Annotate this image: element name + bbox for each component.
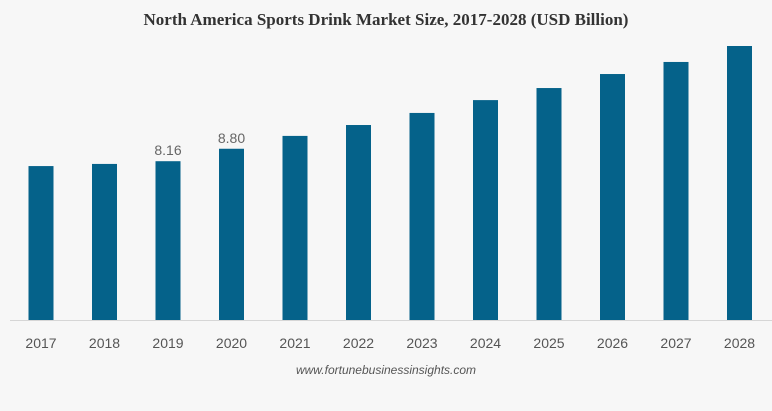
bar-2019 <box>155 161 181 320</box>
bar-2025 <box>536 88 562 320</box>
bar-2027 <box>663 61 689 321</box>
bar-2026 <box>600 74 625 320</box>
bar-2022 <box>346 125 371 320</box>
x-tick-label: 2017 <box>25 335 56 351</box>
x-tick-label: 2022 <box>343 335 374 351</box>
data-label: 8.16 <box>154 142 181 158</box>
bar-2018 <box>92 163 117 320</box>
x-tick-label: 2019 <box>152 335 183 351</box>
x-tick-label: 2021 <box>279 335 310 351</box>
data-label: 8.80 <box>218 130 245 146</box>
x-tick-label: 2023 <box>406 335 437 351</box>
x-tick-label: 2018 <box>89 335 120 351</box>
bar-2028 <box>727 46 752 320</box>
bar-2017 <box>28 166 54 320</box>
x-tick-label: 2025 <box>533 335 564 351</box>
bar-2020 <box>219 148 244 320</box>
x-tick-label: 2027 <box>660 335 691 351</box>
x-tick-label: 2020 <box>216 335 247 351</box>
x-tick-label: 2028 <box>724 335 755 351</box>
chart-title: North America Sports Drink Market Size, … <box>143 10 629 29</box>
bar-2024 <box>473 100 498 321</box>
bar-2023 <box>409 112 435 320</box>
x-tick-label: 2024 <box>470 335 501 351</box>
x-tick-label: 2026 <box>597 335 628 351</box>
source-credit: www.fortunebusinessinsights.com <box>295 363 477 377</box>
bar-2021 <box>282 135 308 320</box>
